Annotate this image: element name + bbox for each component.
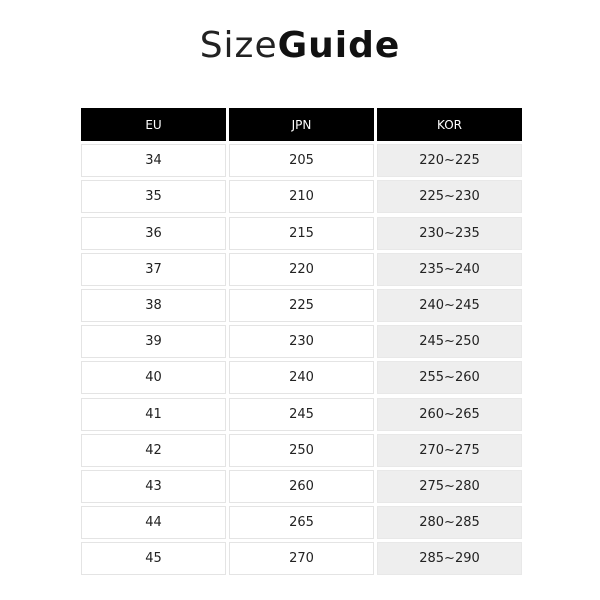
table-row: 36 215 230~235 xyxy=(81,216,522,250)
cell-kor: 240~245 xyxy=(377,288,522,322)
table-row: 37 220 235~240 xyxy=(81,252,522,286)
cell-jpn: 215 xyxy=(229,216,374,250)
cell-jpn: 270 xyxy=(229,542,374,576)
cell-jpn: 265 xyxy=(229,506,374,540)
cell-jpn: 205 xyxy=(229,144,374,178)
cell-kor: 230~235 xyxy=(377,216,522,250)
table-row: 43 260 275~280 xyxy=(81,469,522,503)
table-row: 34 205 220~225 xyxy=(81,144,522,178)
table-row: 42 250 270~275 xyxy=(81,433,522,467)
table-row: 35 210 225~230 xyxy=(81,180,522,214)
cell-eu: 42 xyxy=(81,433,226,467)
table-header: EU JPN KOR xyxy=(81,108,522,141)
cell-kor: 255~260 xyxy=(377,361,522,395)
cell-jpn: 210 xyxy=(229,180,374,214)
cell-kor: 225~230 xyxy=(377,180,522,214)
cell-eu: 35 xyxy=(81,180,226,214)
table-row: 45 270 285~290 xyxy=(81,542,522,576)
cell-jpn: 230 xyxy=(229,325,374,359)
cell-eu: 44 xyxy=(81,506,226,540)
cell-eu: 38 xyxy=(81,288,226,322)
table-row: 39 230 245~250 xyxy=(81,325,522,359)
cell-eu: 43 xyxy=(81,469,226,503)
cell-eu: 41 xyxy=(81,397,226,431)
header-jpn: JPN xyxy=(229,108,374,141)
title-bold: Guide xyxy=(277,25,401,66)
header-kor: KOR xyxy=(377,108,522,141)
cell-jpn: 225 xyxy=(229,288,374,322)
page-title: SizeGuide xyxy=(0,24,600,68)
table-row: 38 225 240~245 xyxy=(81,288,522,322)
cell-kor: 280~285 xyxy=(377,506,522,540)
cell-kor: 270~275 xyxy=(377,433,522,467)
title-light: Size xyxy=(199,25,278,66)
cell-kor: 260~265 xyxy=(377,397,522,431)
size-table: EU JPN KOR 34 205 220~225 35 210 225~230 36 215… xyxy=(81,108,522,578)
cell-jpn: 260 xyxy=(229,469,374,503)
cell-eu: 39 xyxy=(81,325,226,359)
cell-kor: 285~290 xyxy=(377,542,522,576)
cell-eu: 40 xyxy=(81,361,226,395)
cell-kor: 235~240 xyxy=(377,252,522,286)
cell-jpn: 240 xyxy=(229,361,374,395)
cell-kor: 245~250 xyxy=(377,325,522,359)
cell-jpn: 250 xyxy=(229,433,374,467)
cell-kor: 275~280 xyxy=(377,469,522,503)
table-row: 41 245 260~265 xyxy=(81,397,522,431)
cell-kor: 220~225 xyxy=(377,144,522,178)
cell-eu: 36 xyxy=(81,216,226,250)
table-row: 40 240 255~260 xyxy=(81,361,522,395)
cell-eu: 34 xyxy=(81,144,226,178)
cell-eu: 37 xyxy=(81,252,226,286)
cell-jpn: 220 xyxy=(229,252,374,286)
header-eu: EU xyxy=(81,108,226,141)
cell-eu: 45 xyxy=(81,542,226,576)
table-row: 44 265 280~285 xyxy=(81,506,522,540)
cell-jpn: 245 xyxy=(229,397,374,431)
